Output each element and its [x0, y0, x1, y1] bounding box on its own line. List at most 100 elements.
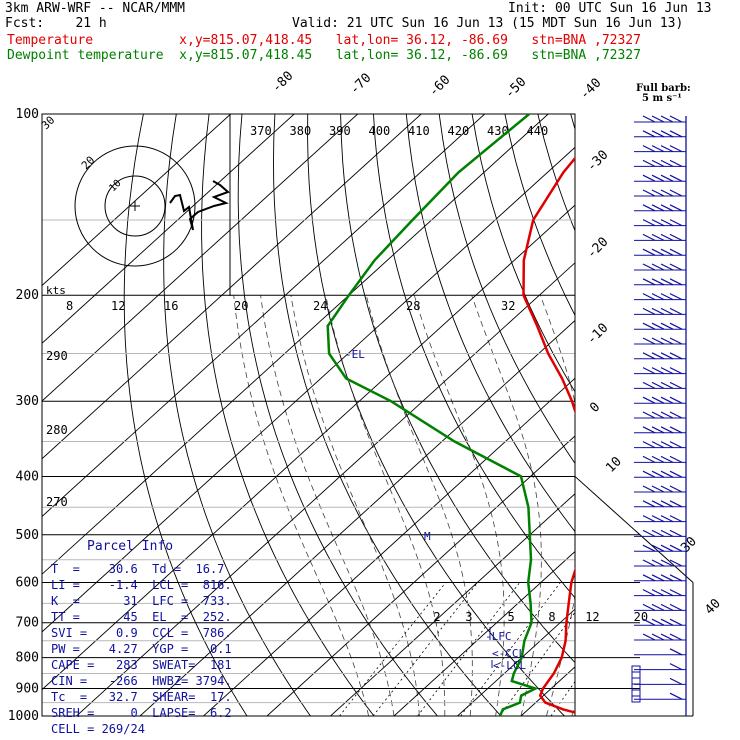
wind-barb: [669, 426, 683, 434]
wind-barb: [642, 337, 656, 345]
wind-barb: [660, 174, 674, 182]
mixing-ratio-label: 2: [433, 610, 440, 624]
wind-barb: [651, 174, 665, 182]
hodograph-ring-label: 10: [107, 178, 123, 194]
parcel-row: SREH = 0 LAPSE= 6.2: [51, 706, 232, 720]
wind-barb: [660, 381, 674, 389]
wind-barb: [669, 263, 683, 271]
moist-adiabat: [260, 295, 395, 716]
parcel-row: LI = -1.4 LCL = 816.: [51, 578, 232, 592]
wind-barb: [651, 633, 665, 641]
parcel-marker-label: -EL: [345, 348, 365, 361]
wind-barb: [642, 174, 656, 182]
isotherm-label: -30: [584, 148, 611, 175]
hodograph-ring: [104, 175, 166, 237]
mixing-ratio-label: 12: [585, 610, 599, 624]
moist-adiabat: [571, 704, 575, 716]
wind-barb: [660, 233, 674, 241]
wind-barb: [651, 500, 665, 508]
mixing-ratio-line: [372, 582, 479, 716]
wind-barb: [669, 159, 683, 167]
wind-barb: [651, 603, 665, 611]
wind-barb: [669, 692, 683, 700]
wind-barb: [642, 470, 656, 478]
mixing-ratio-line: [550, 680, 575, 716]
header: 3km ARW-WRF -- NCAR/MMM Init: 00 UTC Sun…: [0, 0, 740, 70]
wind-barb-low: [631, 671, 641, 679]
model-title: 3km ARW-WRF -- NCAR/MMM: [5, 1, 186, 16]
wind-barb: [669, 337, 683, 345]
wind-barb: [669, 470, 683, 478]
wind-barb: [669, 633, 683, 641]
wind-barb-low: [631, 689, 641, 697]
wind-barb: [642, 367, 656, 375]
wind-barb: [669, 115, 683, 123]
isotherm-line: [42, 114, 232, 287]
wind-barb-low: [631, 677, 641, 685]
wind-barb: [651, 470, 665, 478]
isotherm-line: [520, 666, 575, 716]
wind-barb: [651, 337, 665, 345]
dry-adiabat: [273, 114, 502, 716]
dry-adiabat: [702, 114, 740, 716]
wind-barb: [642, 574, 656, 582]
theta-label: 420: [448, 124, 470, 138]
wind-barb: [660, 515, 674, 523]
temperature-legend: Temperature x,y=815.07,418.45 lat,lon= 3…: [7, 33, 641, 48]
wind-barb: [642, 352, 656, 360]
wind-barb: [651, 529, 665, 537]
pressure-tick-label: 500: [16, 528, 39, 543]
wind-barb: [651, 115, 665, 123]
isotherm-label: -50: [502, 75, 529, 102]
wind-barb: [651, 219, 665, 227]
mixing-ratio-label: 8: [548, 610, 555, 624]
wind-barb: [669, 352, 683, 360]
wind-barb: [660, 278, 674, 286]
parcel-row: SVI = 0.9 CCL = 786.: [51, 626, 232, 640]
hodograph-tick-label: 24: [313, 299, 327, 313]
wind-barb: [660, 307, 674, 315]
wind-barb: [669, 204, 683, 212]
hodograph-tick-label: 8: [66, 299, 73, 313]
isotherm-label: -60: [426, 73, 453, 100]
wind-barb: [660, 130, 674, 138]
parcel-row: CELL = 269/24: [51, 722, 145, 736]
wind-barb: [651, 130, 665, 138]
pressure-tick-label: 600: [16, 575, 39, 590]
mixing-ratio-line: [339, 582, 447, 716]
panel-edge: [574, 476, 694, 583]
pressure-tick-label: 900: [16, 681, 39, 696]
isotherm-line: [393, 550, 575, 716]
pressure-tick-label: 200: [16, 288, 39, 303]
wind-barb: [651, 352, 665, 360]
theta-label: 270: [46, 495, 68, 509]
parcel-row: TT = 45 EL = 252.: [51, 610, 232, 624]
wind-barb: [669, 589, 683, 597]
hodograph-trace: [169, 180, 230, 231]
wind-barb: [669, 529, 683, 537]
parcel-info-title: Parcel Info: [87, 539, 174, 554]
pressure-tick-label: 700: [16, 616, 39, 631]
wind-barb: [660, 189, 674, 197]
wind-barb: [669, 307, 683, 315]
hodograph-tick-label: 20: [234, 299, 248, 313]
isotherm-label: 40: [702, 596, 724, 618]
theta-label: 390: [329, 124, 351, 138]
isotherm-line: [457, 608, 575, 716]
pressure-tick-label: 1000: [8, 709, 39, 724]
wind-barb: [669, 174, 683, 182]
wind-barb: [642, 396, 656, 404]
wind-barb: [642, 130, 656, 138]
wind-barb: [660, 115, 674, 123]
hodograph-ring: [74, 145, 196, 267]
parcel-marker-label: <-LCL: [493, 659, 526, 672]
isotherm-label: 10: [603, 454, 625, 476]
wind-barb: [642, 248, 656, 256]
isotherm-line: [42, 114, 422, 460]
wind-barb: [642, 589, 656, 597]
wind-barb: [651, 159, 665, 167]
wind-barb: [660, 500, 674, 508]
wind-barb: [669, 441, 683, 449]
parcel-row: CIN = -266 HWBZ= 3794.: [51, 674, 232, 688]
wind-barb: [642, 204, 656, 212]
